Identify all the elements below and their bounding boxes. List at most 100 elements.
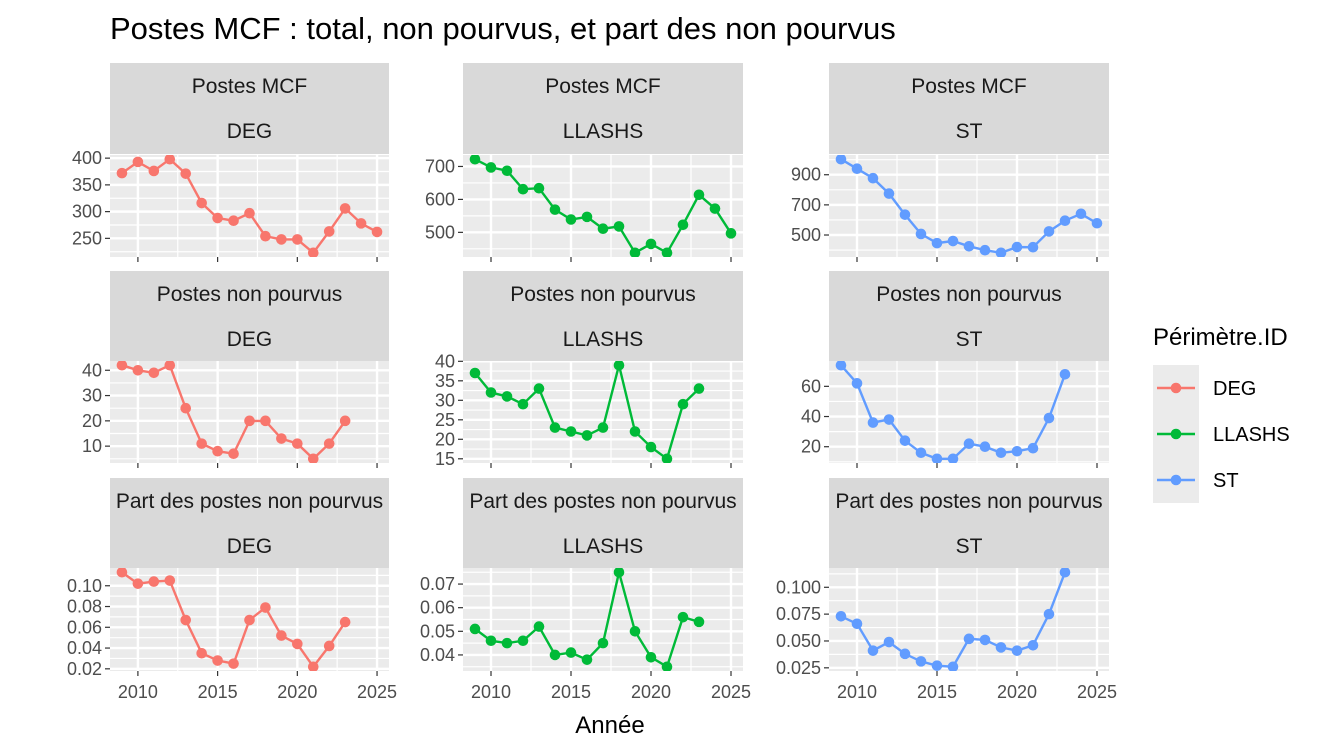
data-point xyxy=(883,188,895,199)
data-point xyxy=(276,433,287,444)
data-point xyxy=(565,214,577,225)
legend-label: ST xyxy=(1213,470,1239,492)
facet-col-label: DEG xyxy=(227,328,273,351)
legend-label: LLASHS xyxy=(1213,424,1290,446)
x-tick-label: 2010 xyxy=(471,682,511,702)
data-point xyxy=(212,445,223,457)
data-point xyxy=(323,640,335,652)
data-point xyxy=(501,391,513,402)
data-point xyxy=(228,448,239,460)
series xyxy=(116,155,383,257)
facet-panel: Postes MCF DEG 250 300 350 400 xyxy=(72,63,389,262)
data-point xyxy=(148,367,160,379)
data-point xyxy=(292,638,303,650)
facet-panel: Postes MCF LLASHS 500 600 700 xyxy=(425,63,743,262)
x-tick-label: 2015 xyxy=(198,682,238,702)
data-point xyxy=(549,204,561,215)
facet-col-label: ST xyxy=(956,120,983,143)
data-point xyxy=(1059,368,1071,380)
facet-panel: Part des postes non pourvus LLASHS 0.04 0.0… xyxy=(420,478,751,702)
data-point xyxy=(1059,568,1071,578)
y-tick-label: 20 xyxy=(801,437,821,457)
legend-keys: DEG LLASHS ST xyxy=(1153,365,1290,503)
facet-row-label: Postes non pourvus xyxy=(510,283,696,306)
data-point xyxy=(725,228,737,239)
data-point xyxy=(979,441,991,453)
data-point xyxy=(677,219,689,231)
data-point xyxy=(931,453,943,463)
data-point xyxy=(1091,217,1103,229)
data-point xyxy=(1011,445,1023,457)
data-point xyxy=(260,415,271,427)
chart-title: Postes MCF : total, non pourvus, et part… xyxy=(110,11,896,46)
facet-row-label: Postes MCF xyxy=(545,75,661,98)
series xyxy=(469,568,705,671)
data-point xyxy=(851,163,863,175)
data-point xyxy=(963,633,975,645)
series xyxy=(116,568,351,671)
facet-strip xyxy=(829,478,1109,569)
data-point xyxy=(244,614,255,626)
data-point xyxy=(196,438,207,449)
data-point xyxy=(629,426,641,437)
facet-col-label: LLASHS xyxy=(563,535,644,558)
y-tick-label: 700 xyxy=(425,156,455,176)
y-tick-label: 35 xyxy=(435,371,455,391)
y-tick-label: 20 xyxy=(82,411,102,431)
y-tick-label: 0.100 xyxy=(776,577,821,597)
x-tick-label: 2020 xyxy=(277,682,317,702)
data-point xyxy=(180,614,192,626)
data-point xyxy=(915,228,927,240)
data-point xyxy=(501,637,513,649)
data-point xyxy=(276,234,287,245)
data-point xyxy=(533,182,545,194)
data-point xyxy=(116,361,128,371)
data-point xyxy=(260,230,271,242)
series xyxy=(835,155,1103,257)
data-point xyxy=(164,155,176,165)
y-tick-label: 0.07 xyxy=(420,574,455,594)
data-point xyxy=(915,447,927,459)
data-point xyxy=(244,415,255,427)
data-point xyxy=(931,660,943,671)
data-point xyxy=(645,238,657,250)
data-point xyxy=(1059,215,1071,226)
data-point xyxy=(709,203,721,214)
data-point xyxy=(180,168,192,179)
facet-strip xyxy=(829,271,1109,362)
panel-background xyxy=(829,568,1109,671)
data-point xyxy=(276,630,287,641)
data-point xyxy=(212,655,223,666)
data-point xyxy=(995,642,1007,653)
data-point xyxy=(883,636,895,648)
data-point xyxy=(148,165,160,177)
data-point xyxy=(1043,412,1055,424)
data-point xyxy=(661,661,673,671)
data-point xyxy=(1011,241,1023,253)
facet-panel: Postes non pourvus ST 20 40 60 xyxy=(801,271,1109,468)
data-point xyxy=(1027,241,1039,253)
x-tick-label: 2020 xyxy=(997,682,1037,702)
y-tick-label: 25 xyxy=(435,410,455,430)
data-point xyxy=(1043,226,1055,237)
data-point xyxy=(132,156,144,168)
facet-panel: Postes non pourvus DEG 10 20 30 40 xyxy=(82,271,389,468)
data-point xyxy=(979,634,991,646)
data-point xyxy=(307,453,319,463)
x-tick-label: 2025 xyxy=(1077,682,1117,702)
data-point xyxy=(339,203,351,214)
y-tick-label: 250 xyxy=(72,228,102,248)
data-point xyxy=(1027,442,1039,454)
data-point xyxy=(339,415,351,427)
data-point xyxy=(228,658,239,669)
legend-item: DEG xyxy=(1153,365,1256,411)
facet-col-label: LLASHS xyxy=(563,120,644,143)
data-point xyxy=(883,414,895,425)
x-tick-label: 2010 xyxy=(837,682,877,702)
data-point xyxy=(116,568,128,578)
data-point xyxy=(963,438,975,449)
y-tick-label: 900 xyxy=(791,165,821,185)
data-point xyxy=(164,575,176,586)
y-tick-label: 30 xyxy=(82,386,102,406)
